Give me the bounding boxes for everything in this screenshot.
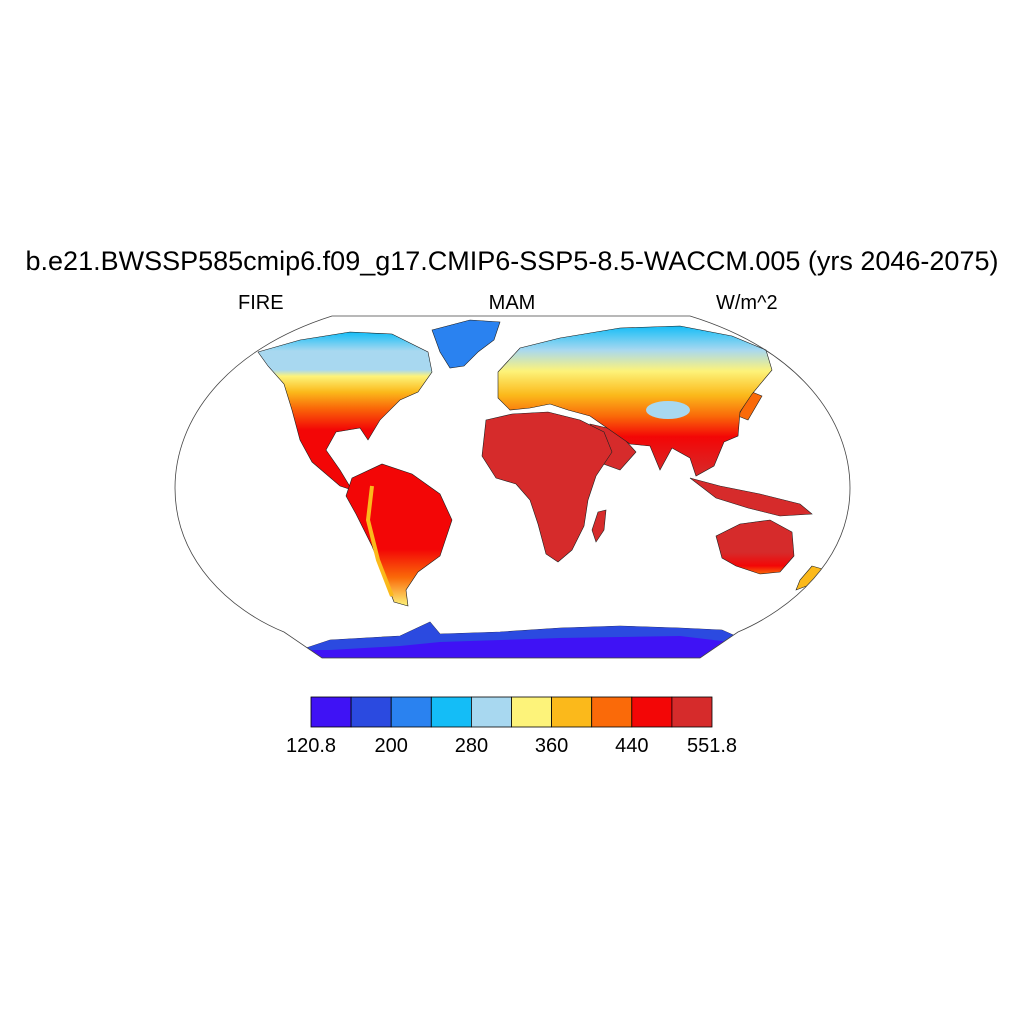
- greenland-fill: [431, 319, 501, 369]
- colorbar-tick-label: 360: [534, 735, 569, 757]
- north-america-fill: [257, 331, 433, 491]
- colorbar-swatch: [390, 696, 432, 728]
- map-title: b.e21.BWSSP585cmip6.f09_g17.CMIP6-SSP5-8…: [25, 246, 999, 276]
- colorbar-swatch: [310, 696, 352, 728]
- colorbar-tick-label: 280: [454, 735, 489, 757]
- andes-ridge: [365, 485, 394, 597]
- colorbar-swatch: [671, 696, 713, 728]
- madagascar: [591, 509, 607, 543]
- colorbar-swatch: [551, 696, 593, 728]
- map-outline: [174, 315, 851, 659]
- colorbar-swatch: [470, 696, 512, 728]
- units-label: W/m^2: [716, 292, 778, 314]
- tibet-plateau: [646, 401, 690, 419]
- colorbar-tick-label: 440: [615, 735, 649, 757]
- colorbar-swatch: [631, 696, 673, 728]
- colorbar-tick-label: 120.8: [285, 735, 337, 757]
- antarctica-coast: [300, 622, 740, 650]
- maritime-continent: [689, 477, 813, 517]
- colorbar-swatch: [350, 696, 392, 728]
- colorbar-swatch: [511, 696, 552, 728]
- australia-fill: [715, 519, 795, 575]
- center-subtitle: MAM: [488, 292, 536, 314]
- colorbar-tick-label: 551.8: [686, 735, 738, 757]
- left-subtitle: FIRE: [238, 292, 284, 314]
- africa-fill: [481, 411, 613, 563]
- colorbar-swatch: [430, 696, 472, 728]
- colorbar-tick-label: 200: [374, 735, 408, 757]
- colorbar-swatch: [591, 696, 633, 728]
- south-america-fill: [345, 463, 453, 607]
- colorbar: [310, 696, 713, 728]
